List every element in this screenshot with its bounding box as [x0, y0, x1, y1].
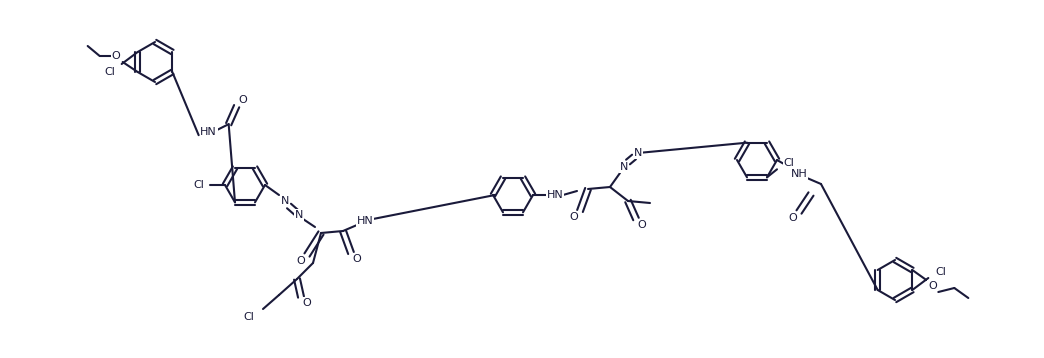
Text: O: O: [570, 212, 578, 222]
Text: O: O: [638, 220, 646, 230]
Text: HN: HN: [357, 216, 374, 226]
Text: Cl: Cl: [193, 180, 205, 190]
Text: O: O: [296, 256, 306, 266]
Text: NH: NH: [790, 169, 807, 179]
Text: N: N: [294, 210, 303, 220]
Text: HN: HN: [200, 127, 217, 137]
Text: N: N: [281, 196, 289, 206]
Text: Cl: Cl: [104, 67, 115, 77]
Text: Cl: Cl: [784, 158, 794, 168]
Text: Cl: Cl: [934, 267, 946, 277]
Text: O: O: [303, 298, 311, 308]
Text: O: O: [353, 254, 361, 264]
Text: HN: HN: [547, 190, 564, 200]
Text: O: O: [112, 51, 120, 61]
Text: O: O: [238, 95, 247, 105]
Text: O: O: [928, 281, 936, 291]
Text: N: N: [634, 148, 642, 158]
Text: Cl: Cl: [243, 312, 255, 322]
Text: O: O: [788, 213, 798, 223]
Text: N: N: [620, 162, 628, 172]
